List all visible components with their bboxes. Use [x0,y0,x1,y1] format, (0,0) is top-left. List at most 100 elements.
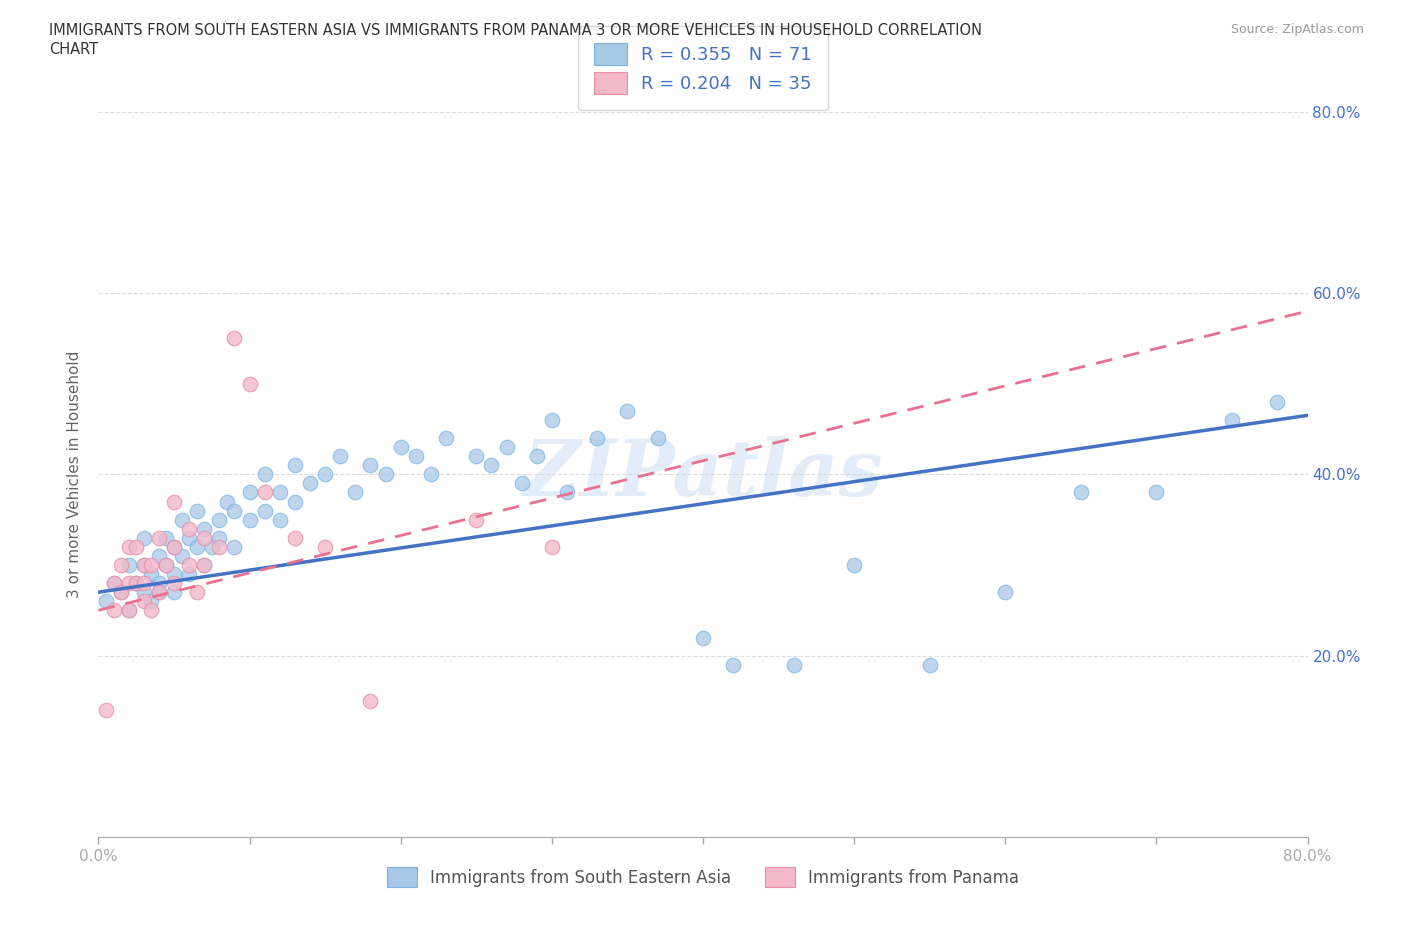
Point [155,530,177,545]
Point [215,494,238,509]
Text: IMMIGRANTS FROM SOUTH EASTERN ASIA VS IMMIGRANTS FROM PANAMA 3 OR MORE VEHICLES : IMMIGRANTS FROM SOUTH EASTERN ASIA VS IM… [49,23,983,38]
Point [481,458,503,472]
Point [193,558,215,573]
Point [299,476,322,491]
Point [253,467,276,482]
Point [141,566,163,581]
Point [284,530,307,545]
Point [132,576,155,591]
Point [186,503,208,518]
Point [555,485,578,500]
Point [1070,485,1092,500]
Point [110,558,132,573]
Point [224,539,246,554]
Point [374,467,396,482]
Point [329,449,352,464]
Point [269,512,291,527]
Point [495,440,517,455]
Point [155,558,177,573]
Point [269,485,291,500]
Point [118,576,141,591]
Point [132,558,155,573]
Point [163,576,186,591]
Point [360,694,382,709]
Point [103,576,125,591]
Point [103,576,125,591]
Point [155,558,177,573]
Point [224,331,246,346]
Y-axis label: 3 or more Vehicles in Household: 3 or more Vehicles in Household [67,351,83,598]
Point [179,530,201,545]
Point [163,494,186,509]
Point [526,449,548,464]
Point [193,558,215,573]
Point [344,485,367,500]
Point [163,566,186,581]
Point [239,377,262,392]
Point [163,539,186,554]
Point [723,658,745,672]
Point [141,603,163,618]
Point [1220,413,1243,428]
Point [1267,394,1289,409]
Point [208,530,231,545]
Point [284,494,307,509]
Point [148,585,170,600]
Point [141,594,163,609]
Point [148,585,170,600]
Legend: Immigrants from South Eastern Asia, Immigrants from Panama: Immigrants from South Eastern Asia, Immi… [380,860,1026,894]
Point [148,549,170,564]
Point [510,476,533,491]
Point [314,539,336,554]
Point [125,576,148,591]
Point [132,558,155,573]
Point [692,631,714,645]
Point [239,485,262,500]
Point [434,431,457,445]
Point [208,539,231,554]
Point [193,521,215,536]
Point [994,585,1017,600]
Point [103,603,125,618]
Point [465,449,488,464]
Point [132,594,155,609]
Point [360,458,382,472]
Point [224,503,246,518]
Point [405,449,427,464]
Point [918,658,941,672]
Point [314,467,336,482]
Point [616,404,638,418]
Point [193,530,215,545]
Point [163,585,186,600]
Point [253,503,276,518]
Point [586,431,609,445]
Point [118,603,141,618]
Point [94,703,117,718]
Point [465,512,488,527]
Point [186,585,208,600]
Point [141,558,163,573]
Point [208,512,231,527]
Point [179,558,201,573]
Point [540,539,562,554]
Point [110,585,132,600]
Point [170,549,193,564]
Text: Source: ZipAtlas.com: Source: ZipAtlas.com [1230,23,1364,36]
Point [132,530,155,545]
Point [201,539,224,554]
Point [148,530,170,545]
Point [284,458,307,472]
Point [253,485,276,500]
Point [148,576,170,591]
Point [110,585,132,600]
Text: ZIPatlas: ZIPatlas [523,436,883,512]
Point [540,413,562,428]
Point [420,467,443,482]
Point [125,539,148,554]
Point [118,603,141,618]
Point [783,658,806,672]
Point [170,512,193,527]
Point [1144,485,1167,500]
Text: CHART: CHART [49,42,98,57]
Point [647,431,669,445]
